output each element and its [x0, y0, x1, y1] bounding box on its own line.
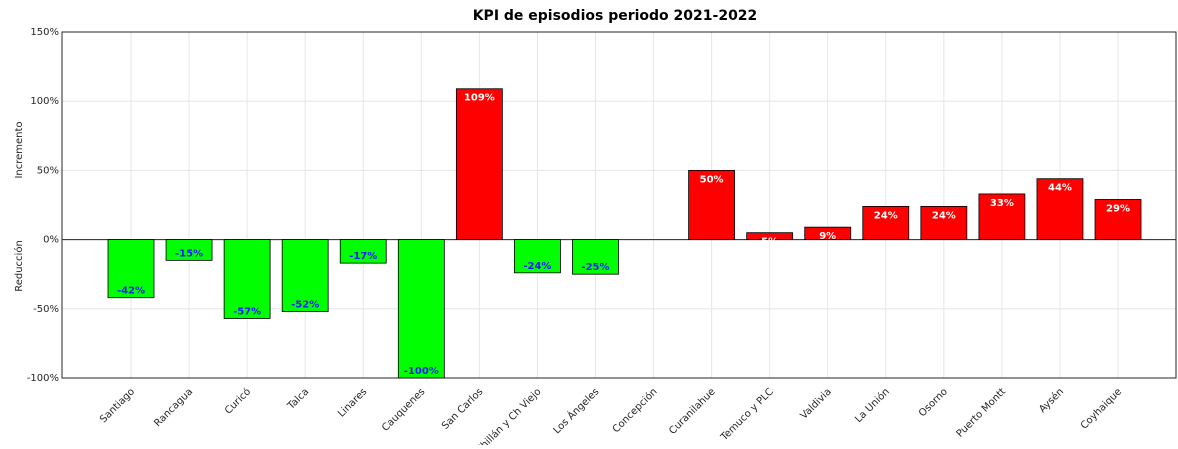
x-tick-label: San Carlos	[440, 386, 485, 431]
bar	[397, 239, 445, 379]
y-tick-label: 100%	[30, 96, 59, 107]
bar	[920, 205, 968, 241]
y-label-top: Incremento	[14, 121, 25, 178]
bar	[339, 239, 387, 264]
bar	[107, 239, 155, 299]
bar	[223, 239, 271, 319]
value-label: 33%	[990, 198, 1014, 209]
bar	[804, 226, 852, 240]
x-tick-label: La Unión	[852, 386, 891, 425]
x-tick-label: Puerto Montt	[955, 386, 1009, 440]
x-tick-label: Santiago	[98, 386, 137, 425]
x-tick-label: Aysén	[1037, 386, 1067, 416]
value-label: 9%	[819, 231, 836, 242]
bar	[514, 239, 561, 274]
x-tick-label: Los Ángeles	[550, 385, 601, 436]
plot-border	[61, 31, 1177, 379]
bar	[862, 205, 910, 241]
x-tick-label: Curanilahue	[667, 386, 718, 437]
x-tick-label: Linares	[336, 386, 369, 419]
value-label: -52%	[291, 300, 319, 311]
bar	[455, 88, 503, 241]
value-label: 24%	[874, 210, 898, 221]
value-label: -57%	[233, 306, 261, 317]
bar	[746, 232, 794, 240]
x-tick-label: Temuco y PLC	[718, 386, 775, 443]
value-label: -15%	[175, 248, 203, 259]
value-label: 109%	[464, 93, 495, 104]
value-label: -17%	[349, 251, 377, 262]
bar	[688, 169, 735, 240]
value-label: 44%	[1048, 183, 1072, 194]
x-tick-label: Rancagua	[152, 386, 195, 429]
bar	[165, 239, 213, 261]
bar	[978, 193, 1026, 240]
y-tick-label: -50%	[33, 304, 59, 315]
y-label-bottom: Reducción	[13, 240, 25, 292]
x-tick-label: Osorno	[917, 386, 950, 419]
value-label: 24%	[932, 210, 956, 221]
x-tick-label: Valdivia	[799, 386, 834, 421]
x-tick-label: Coyhaique	[1079, 386, 1124, 431]
value-label: -42%	[117, 286, 145, 297]
y-tick-label: 50%	[37, 165, 59, 176]
y-tick-label: -100%	[27, 373, 59, 384]
y-tick-label: 150%	[30, 27, 59, 38]
value-label: 50%	[700, 174, 724, 185]
value-label: -100%	[404, 366, 439, 377]
bar	[1036, 178, 1084, 240]
value-label: -25%	[581, 262, 609, 273]
y-tick-label: 0%	[43, 235, 59, 246]
x-tick-label: Cauquenes	[380, 386, 427, 433]
bar	[1094, 199, 1142, 241]
x-tick-label: Concepción	[610, 386, 660, 436]
bar	[572, 239, 619, 275]
x-tick-label: Curicó	[222, 386, 253, 417]
value-label: 29%	[1106, 203, 1130, 214]
bar	[281, 239, 329, 312]
value-label: 5%	[761, 237, 778, 248]
value-label: -24%	[523, 261, 551, 272]
x-tick-label: Talca	[285, 386, 311, 412]
chart-title: KPI de episodios periodo 2021-2022	[473, 8, 758, 24]
